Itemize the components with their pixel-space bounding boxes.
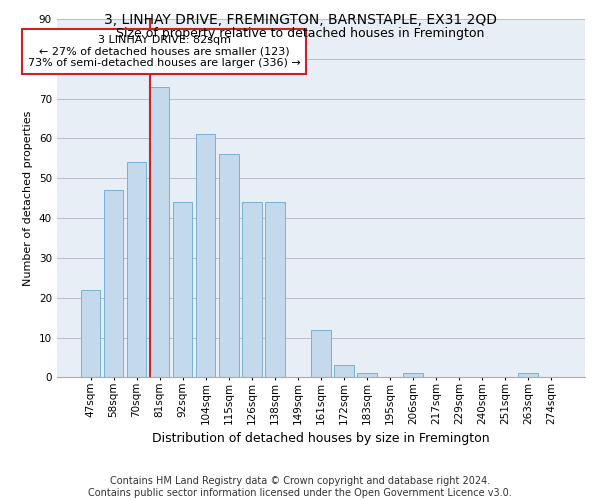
- Bar: [127, 162, 146, 378]
- Bar: [219, 154, 239, 378]
- Text: 3 LINHAY DRIVE: 82sqm
← 27% of detached houses are smaller (123)
73% of semi-det: 3 LINHAY DRIVE: 82sqm ← 27% of detached …: [28, 35, 301, 68]
- Text: 3, LINHAY DRIVE, FREMINGTON, BARNSTAPLE, EX31 2QD: 3, LINHAY DRIVE, FREMINGTON, BARNSTAPLE,…: [104, 12, 497, 26]
- Bar: [150, 86, 169, 378]
- Bar: [311, 330, 331, 378]
- Bar: [518, 374, 538, 378]
- Bar: [403, 374, 423, 378]
- Text: Contains HM Land Registry data © Crown copyright and database right 2024.
Contai: Contains HM Land Registry data © Crown c…: [88, 476, 512, 498]
- Bar: [357, 374, 377, 378]
- Bar: [265, 202, 284, 378]
- Text: Size of property relative to detached houses in Fremington: Size of property relative to detached ho…: [116, 28, 484, 40]
- Bar: [104, 190, 124, 378]
- Bar: [196, 134, 215, 378]
- Bar: [81, 290, 100, 378]
- Bar: [334, 366, 353, 378]
- X-axis label: Distribution of detached houses by size in Fremington: Distribution of detached houses by size …: [152, 432, 490, 445]
- Bar: [242, 202, 262, 378]
- Bar: [173, 202, 193, 378]
- Y-axis label: Number of detached properties: Number of detached properties: [23, 110, 33, 286]
